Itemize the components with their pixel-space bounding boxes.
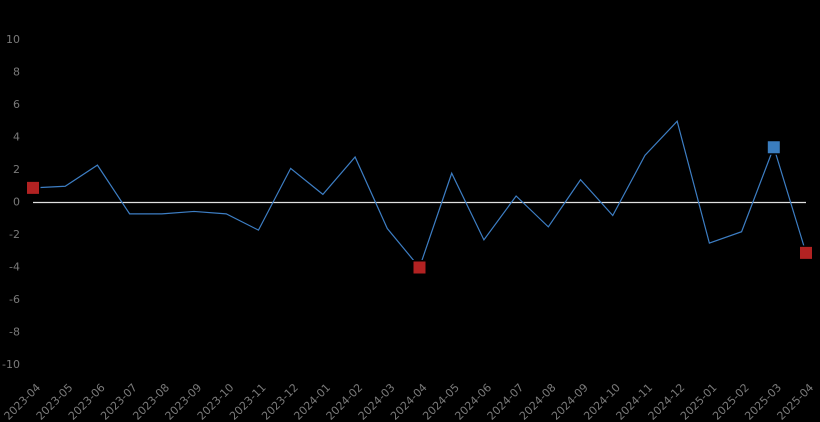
y-tick-label: -10 [2, 358, 20, 371]
y-tick-label: -2 [9, 228, 20, 241]
y-tick-label: -6 [9, 293, 20, 306]
y-tick-label: 10 [6, 33, 20, 46]
y-tick-label: -8 [9, 326, 20, 339]
point-marker [25, 180, 41, 196]
y-tick-label: 8 [13, 66, 20, 79]
y-tick-label: 6 [13, 98, 20, 111]
point-marker [412, 260, 427, 275]
y-tick-label: 2 [13, 163, 20, 176]
point-marker [798, 245, 814, 261]
series-line [32, 120, 807, 269]
y-tick-label: 0 [13, 196, 20, 209]
y-tick-label: 4 [13, 131, 20, 144]
point-marker [766, 139, 782, 155]
y-tick-label: -4 [9, 261, 20, 274]
